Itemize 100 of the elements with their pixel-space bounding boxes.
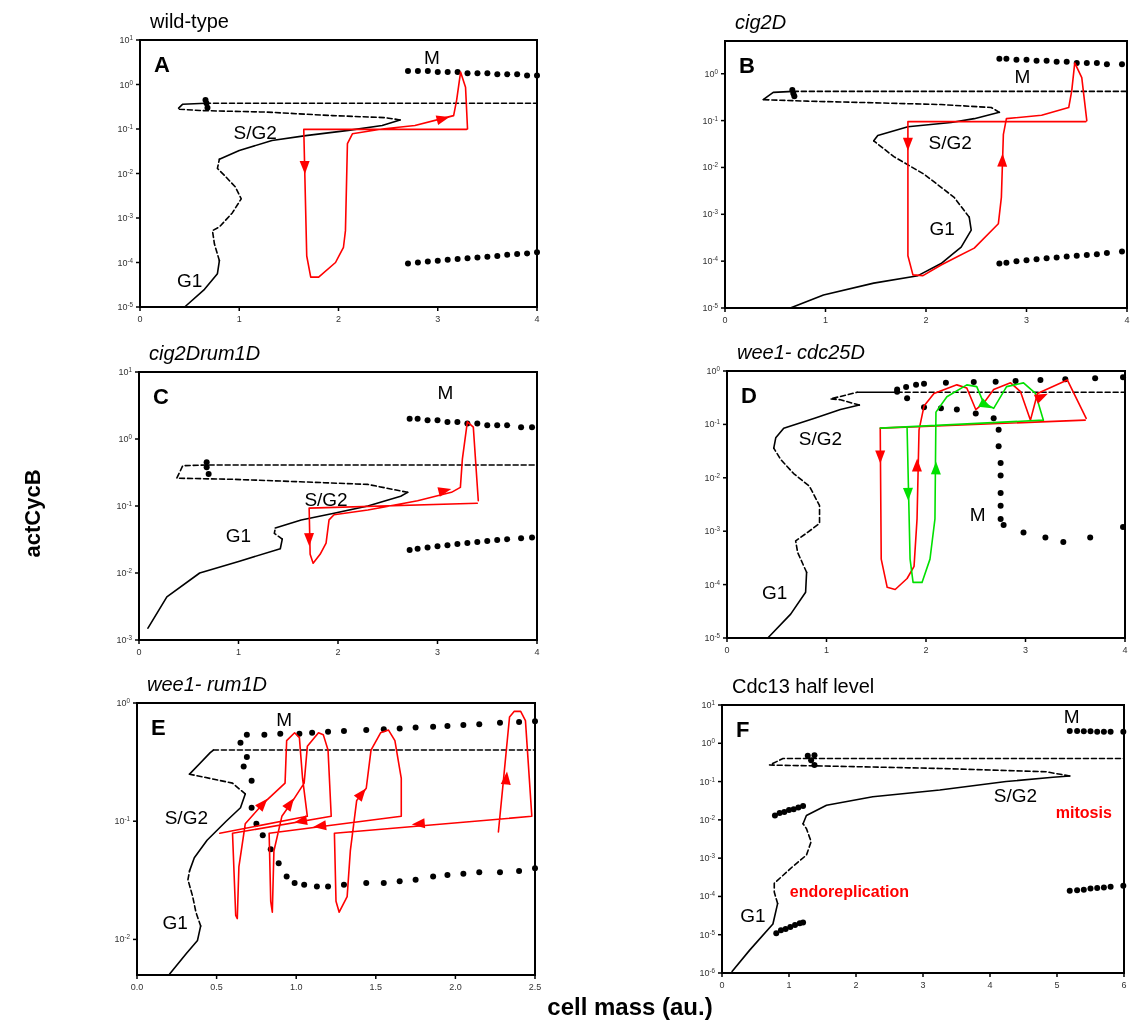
x-tick-label: 2: [335, 314, 342, 324]
y-tick-label: 10$^{-4}$: [704, 578, 721, 590]
annotation: S/G2: [304, 489, 348, 511]
x-tick-label: 3: [1022, 645, 1029, 655]
chart-title: wee1- rum1D: [147, 673, 268, 695]
y-tick-label: 10$^{-4}$: [702, 254, 719, 267]
annotation: G1: [225, 524, 252, 546]
annotation: E: [151, 715, 166, 740]
annotation: mitosis: [1055, 804, 1112, 822]
x-tick-label: 6: [1121, 980, 1127, 990]
y-tick-label: 10$^{-3}$: [117, 211, 134, 223]
chart-title: wee1- cdc25D: [737, 341, 865, 363]
annotation: S/G2: [233, 122, 277, 143]
annotation: G1: [162, 912, 188, 934]
x-tick-label: 0: [722, 315, 728, 325]
annotation: M: [423, 47, 440, 69]
x-tick-label: 4: [1124, 315, 1130, 325]
x-tick-label: 3: [434, 647, 441, 657]
y-tick-label: 10$^{0}$: [116, 696, 131, 708]
x-tick-label: 1: [235, 647, 242, 657]
x-tick-label: 3: [435, 314, 441, 324]
y-tick-label: 10$^{-1}$: [704, 417, 721, 430]
annotation: S/G2: [993, 784, 1038, 806]
annotation: M: [1063, 706, 1080, 728]
chart-title: cig2Drum1D: [149, 342, 261, 364]
annotation: A: [154, 52, 170, 77]
x-axis-title: cell mass (au.): [547, 993, 713, 1020]
y-tick-label: 10$^{0}$: [706, 364, 721, 376]
y-tick-label: 10$^{1}$: [118, 365, 133, 377]
y-tick-label: 10$^{1}$: [119, 33, 134, 45]
y-tick-label: 10$^{-3}$: [699, 851, 716, 864]
y-tick-label: 10$^{-2}$: [704, 471, 721, 483]
x-tick-label: 1.0: [289, 982, 303, 992]
y-tick-label: 10$^{-1}$: [114, 814, 131, 827]
chart-title: Cdc13 half level: [732, 675, 875, 697]
y-tick-label: 10$^{0}$: [701, 736, 716, 749]
annotation: C: [153, 384, 169, 409]
y-tick-label: 10$^{-2}$: [117, 167, 134, 179]
x-tick-label: 1.5: [369, 982, 383, 992]
annotation: M: [1014, 65, 1031, 87]
y-tick-label: 10$^{-5}$: [704, 631, 721, 643]
annotation: S/G2: [798, 427, 843, 449]
annotation: G1: [929, 218, 955, 240]
y-tick-label: 10$^{1}$: [701, 698, 716, 710]
annotation: M: [437, 382, 454, 404]
x-tick-label: 1: [822, 315, 829, 325]
y-axis-title: actCycB: [20, 469, 45, 558]
y-tick-label: 10$^{0}$: [118, 432, 133, 444]
x-tick-label: 0.0: [130, 982, 144, 992]
y-tick-label: 10$^{-1}$: [116, 499, 133, 511]
y-tick-label: 10$^{-5}$: [699, 928, 716, 940]
y-tick-label: 10$^{0}$: [704, 67, 719, 79]
x-tick-label: 2.5: [528, 982, 542, 992]
x-tick-label: 0: [719, 980, 725, 990]
y-tick-label: 10$^{-6}$: [699, 966, 716, 978]
y-tick-label: 10$^{-5}$: [117, 300, 134, 312]
y-tick-label: 10$^{-2}$: [702, 160, 719, 173]
x-tick-label: 2: [923, 315, 929, 325]
x-tick-label: 0: [137, 314, 143, 324]
chart-title: wild-type: [149, 10, 229, 32]
x-tick-label: 1: [823, 645, 830, 655]
x-tick-label: 0.5: [210, 982, 223, 992]
x-tick-label: 0: [724, 645, 730, 655]
y-tick-label: 10$^{-1}$: [117, 122, 134, 134]
y-tick-label: 10$^{0}$: [119, 78, 134, 90]
x-tick-label: 1: [786, 980, 792, 990]
annotation: S/G2: [928, 132, 972, 154]
chart-title: cig2D: [735, 11, 787, 33]
y-tick-label: 10$^{-2}$: [114, 932, 131, 945]
annotation: F: [736, 717, 750, 742]
y-tick-label: 10$^{-3}$: [702, 207, 719, 220]
y-tick-label: 10$^{-4}$: [699, 889, 716, 902]
x-tick-label: 3: [1023, 315, 1030, 325]
x-tick-label: 4: [1122, 645, 1128, 655]
annotation: B: [739, 53, 755, 78]
x-tick-label: 2: [853, 980, 859, 990]
y-tick-label: 10$^{-4}$: [117, 256, 134, 268]
annotation: endoreplication: [789, 883, 909, 901]
y-tick-label: 10$^{-1}$: [699, 775, 716, 787]
y-tick-label: 10$^{-2}$: [116, 566, 133, 578]
y-tick-label: 10$^{-5}$: [702, 301, 719, 313]
y-tick-label: 10$^{-3}$: [704, 524, 721, 537]
x-tick-label: 4: [534, 647, 540, 657]
annotation: G1: [762, 581, 788, 603]
x-tick-label: 2: [335, 647, 341, 657]
annotation: G1: [740, 905, 766, 926]
x-tick-label: 1: [236, 314, 242, 324]
annotation: S/G2: [164, 806, 209, 828]
annotation: M: [969, 503, 986, 525]
x-tick-label: 2: [923, 645, 929, 655]
annotation: G1: [176, 270, 203, 292]
y-tick-label: 10$^{-1}$: [702, 114, 719, 126]
annotation: M: [276, 708, 293, 730]
x-tick-label: 0: [136, 647, 142, 657]
x-tick-label: 3: [920, 980, 926, 990]
x-tick-label: 2.0: [449, 982, 462, 992]
y-tick-label: 10$^{-2}$: [699, 813, 716, 825]
x-tick-label: 4: [534, 314, 540, 324]
annotation: D: [741, 383, 757, 408]
x-tick-label: 4: [987, 980, 993, 990]
